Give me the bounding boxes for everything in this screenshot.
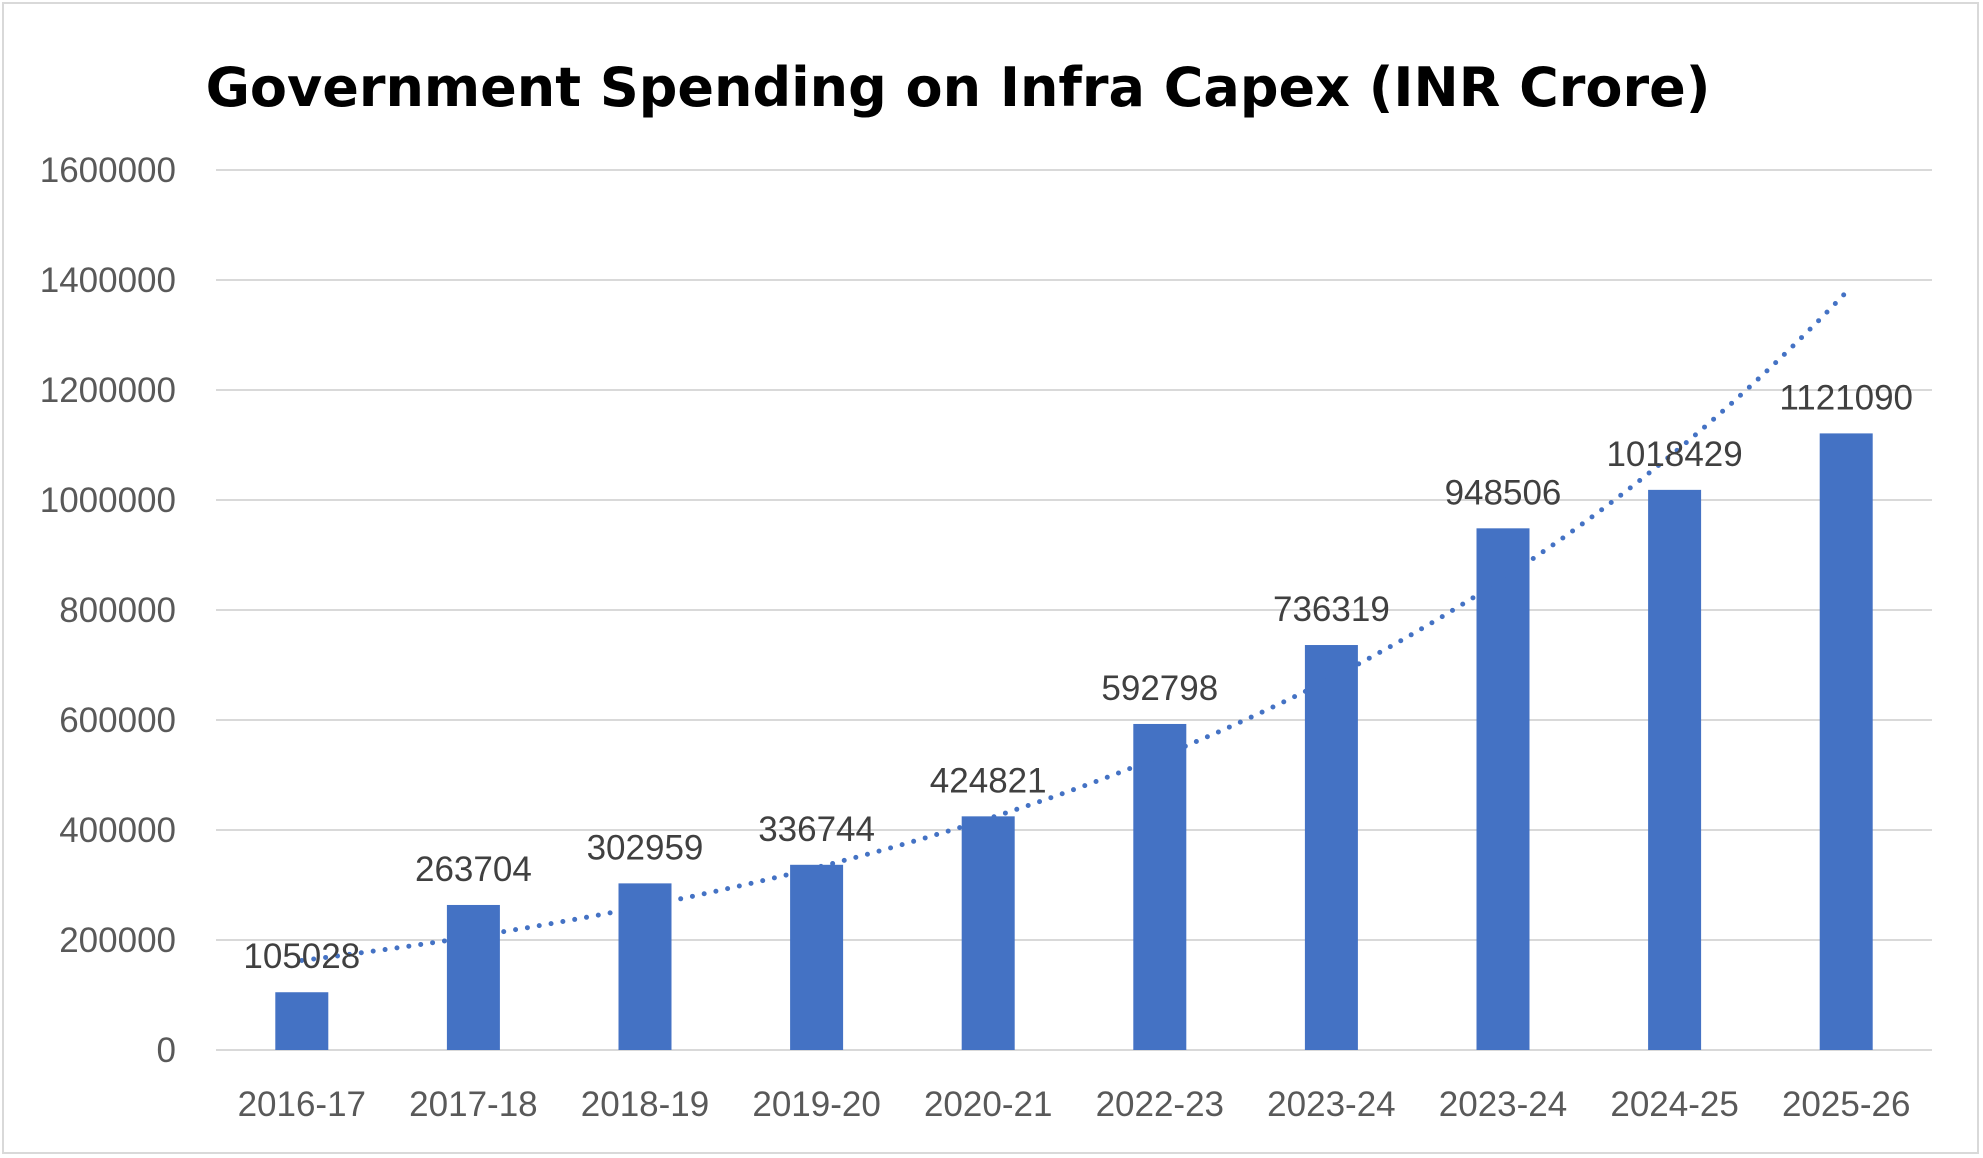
bar	[1819, 433, 1873, 1050]
gridlines	[216, 169, 1932, 1051]
bar	[961, 816, 1015, 1050]
trendline	[299, 289, 1849, 963]
data-labels: 105028 263704 302959 336744 424821 592798 7363…	[243, 378, 1913, 976]
x-axis-tick-labels: 2016-17 2017-18 2018-19 2019-20 2020-21 2022-…	[238, 1085, 1911, 1124]
y-tick-label: 0	[157, 1031, 176, 1070]
bar	[446, 904, 500, 1050]
x-tick-label: 2018-19	[581, 1085, 709, 1124]
y-tick-label: 600000	[59, 701, 176, 740]
x-tick-label: 2017-18	[409, 1085, 537, 1124]
y-tick-label: 200000	[59, 921, 176, 960]
bar	[1648, 489, 1702, 1051]
y-axis-tick-labels: 0 200000 400000 600000 800000 1000000 1200000 1…	[40, 151, 176, 1070]
x-tick-label: 2019-20	[752, 1085, 880, 1124]
x-tick-label: 2022-23	[1096, 1085, 1224, 1124]
y-tick-label: 800000	[59, 591, 176, 630]
x-tick-label: 2025-26	[1782, 1085, 1910, 1124]
data-label: 948506	[1445, 473, 1562, 512]
y-tick-label: 1600000	[40, 151, 176, 190]
data-label: 302959	[587, 828, 704, 867]
bar	[1133, 723, 1187, 1050]
x-tick-label: 2020-21	[924, 1085, 1052, 1124]
bar	[618, 883, 672, 1050]
y-tick-label: 1000000	[40, 481, 176, 520]
data-label: 736319	[1273, 590, 1390, 629]
data-label: 1018429	[1606, 435, 1742, 474]
bars	[275, 433, 1873, 1051]
data-label: 592798	[1101, 669, 1218, 708]
x-tick-label: 2016-17	[238, 1085, 366, 1124]
bar	[275, 992, 329, 1050]
data-label: 105028	[243, 937, 360, 976]
data-label: 1121090	[1779, 378, 1913, 417]
chart-title: Government Spending on Infra Capex (INR …	[206, 56, 1711, 119]
x-tick-label: 2023-24	[1267, 1085, 1395, 1124]
data-label: 336744	[758, 810, 875, 849]
x-tick-label: 2023-24	[1439, 1085, 1567, 1124]
data-label: 263704	[415, 850, 532, 889]
x-tick-label: 2024-25	[1610, 1085, 1738, 1124]
bar	[790, 864, 844, 1050]
y-tick-label: 400000	[59, 811, 176, 850]
bar	[1304, 645, 1358, 1050]
y-tick-label: 1200000	[40, 371, 176, 410]
y-tick-label: 1400000	[40, 261, 176, 300]
data-label: 424821	[930, 761, 1047, 800]
trendline-group	[299, 289, 1849, 963]
bar	[1476, 528, 1530, 1050]
